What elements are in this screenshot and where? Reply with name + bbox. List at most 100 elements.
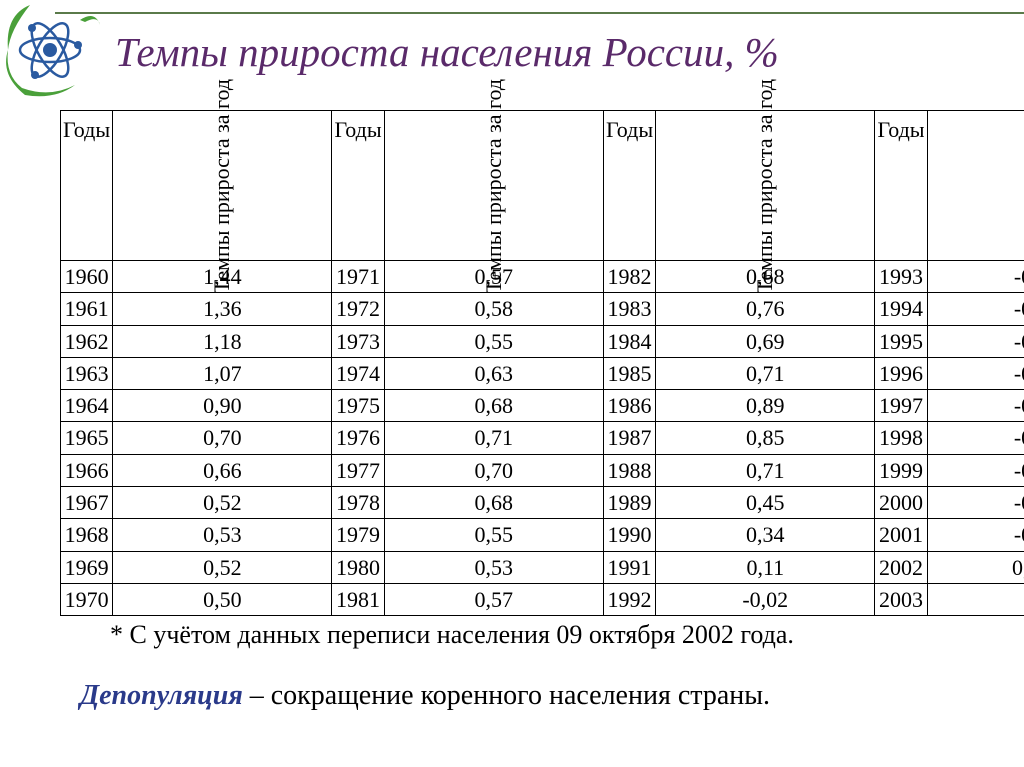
- cell-rate: 0,71: [384, 422, 603, 454]
- cell-rate: 0,70: [384, 454, 603, 486]
- cell-year: 1978: [332, 487, 384, 519]
- cell-year: 1986: [603, 390, 655, 422]
- cell-year: 1987: [603, 422, 655, 454]
- cell-year: 1995: [875, 325, 927, 357]
- cell-rate: 0,45: [656, 487, 875, 519]
- cell-rate: -0,51: [927, 487, 1024, 519]
- table-row: 19611,3619720,5819830,761994-0,04: [61, 293, 1024, 325]
- table-row: 19640,9019750,6819860,891997-0,27: [61, 390, 1024, 422]
- cell-year: 1961: [61, 293, 113, 325]
- cell-rate: 0,34: [656, 519, 875, 551]
- cell-year: 1996: [875, 357, 927, 389]
- cell-rate: -0,02: [656, 583, 875, 615]
- cell-year: 1980: [332, 551, 384, 583]
- header-rule: [55, 12, 1024, 14]
- cell-year: 1975: [332, 390, 384, 422]
- data-table-container: Годы Темпы прироста за год Годы Темпы пр…: [60, 110, 974, 616]
- cell-year: 1981: [332, 583, 384, 615]
- cell-year: 1982: [603, 261, 655, 293]
- cell-year: 1974: [332, 357, 384, 389]
- cell-year: 1985: [603, 357, 655, 389]
- definition-term: Депопуляция: [80, 680, 243, 711]
- cell-year: 1993: [875, 261, 927, 293]
- cell-year: 1983: [603, 293, 655, 325]
- col-header-year: Годы: [603, 111, 655, 261]
- growth-rate-table: Годы Темпы прироста за год Годы Темпы пр…: [60, 110, 1024, 616]
- table-row: 19670,5219780,6819890,452000-0,51: [61, 487, 1024, 519]
- cell-year: 2000: [875, 487, 927, 519]
- cell-rate: 0,71: [656, 454, 875, 486]
- table-row: 19621,1819730,5519840,691995-0,22: [61, 325, 1024, 357]
- cell-year: 1976: [332, 422, 384, 454]
- col-header-year: Годы: [875, 111, 927, 261]
- cell-rate: 0,11: [656, 551, 875, 583]
- cell-rate: 0,50: [113, 583, 332, 615]
- cell-rate: -0,21: [927, 261, 1024, 293]
- table-row: 19690,5219800,5319910,1120020,60*: [61, 551, 1024, 583]
- cell-rate: 0,55: [384, 519, 603, 551]
- cell-rate: 0,55: [384, 325, 603, 357]
- definition-dash: –: [243, 680, 271, 711]
- cell-rate: -0,04: [927, 293, 1024, 325]
- table-row: 19700,5019810,571992-0,022003-: [61, 583, 1024, 615]
- cell-rate: 0,90: [113, 390, 332, 422]
- cell-rate: 0,58: [384, 293, 603, 325]
- cell-rate: -: [927, 583, 1024, 615]
- definition-text: сокращение коренного населения страны.: [271, 680, 770, 711]
- cell-rate: 0,53: [113, 519, 332, 551]
- cell-year: 1970: [61, 583, 113, 615]
- cell-year: 1963: [61, 357, 113, 389]
- cell-rate: 0,53: [384, 551, 603, 583]
- cell-rate: -0,32: [927, 357, 1024, 389]
- cell-rate: -0,28: [927, 422, 1024, 454]
- cell-year: 1972: [332, 293, 384, 325]
- table-row: 19660,6619770,7019880,711999-0,53: [61, 454, 1024, 486]
- cell-year: 1994: [875, 293, 927, 325]
- cell-year: 1979: [332, 519, 384, 551]
- cell-year: 1991: [603, 551, 655, 583]
- col-header-year: Годы: [61, 111, 113, 261]
- page-title: Темпы прироста населения России, %: [115, 28, 1024, 76]
- cell-year: 1969: [61, 551, 113, 583]
- cell-rate: 0,57: [384, 583, 603, 615]
- cell-year: 1997: [875, 390, 927, 422]
- cell-rate: -0,53: [927, 454, 1024, 486]
- cell-year: 1971: [332, 261, 384, 293]
- cell-rate: 0,71: [656, 357, 875, 389]
- cell-year: 1966: [61, 454, 113, 486]
- cell-year: 1967: [61, 487, 113, 519]
- cell-year: 1964: [61, 390, 113, 422]
- cell-rate: 0,85: [656, 422, 875, 454]
- cell-rate: -0,60: [927, 519, 1024, 551]
- cell-rate: 0,52: [113, 487, 332, 519]
- cell-rate: 0,89: [656, 390, 875, 422]
- definition-line: Депопуляция – сокращение коренного насел…: [80, 680, 770, 712]
- table-row: 19680,5319790,5519900,342001-0,60: [61, 519, 1024, 551]
- col-header-rate: Темпы прироста за год: [656, 111, 875, 261]
- cell-rate: 1,18: [113, 325, 332, 357]
- cell-year: 1968: [61, 519, 113, 551]
- table-row: 19650,7019760,7119870,851998-0,28: [61, 422, 1024, 454]
- cell-year: 1989: [603, 487, 655, 519]
- cell-rate: 0,66: [113, 454, 332, 486]
- table-header-row: Годы Темпы прироста за год Годы Темпы пр…: [61, 111, 1024, 261]
- cell-year: 1960: [61, 261, 113, 293]
- cell-rate: 0,68: [384, 390, 603, 422]
- cell-year: 1988: [603, 454, 655, 486]
- cell-year: 1998: [875, 422, 927, 454]
- col-header-rate: Темпы прироста за год: [927, 111, 1024, 261]
- cell-rate: 0,70: [113, 422, 332, 454]
- cell-year: 1973: [332, 325, 384, 357]
- cell-year: 1965: [61, 422, 113, 454]
- cell-year: 1984: [603, 325, 655, 357]
- cell-year: 2002: [875, 551, 927, 583]
- logo-icon: [0, 0, 110, 100]
- cell-rate: 0,60*: [927, 551, 1024, 583]
- table-row: 19631,0719740,6319850,711996-0,32: [61, 357, 1024, 389]
- cell-rate: 0,63: [384, 357, 603, 389]
- cell-year: 2001: [875, 519, 927, 551]
- cell-rate: 0,52: [113, 551, 332, 583]
- cell-rate: 1,36: [113, 293, 332, 325]
- cell-rate: 0,69: [656, 325, 875, 357]
- footnote-text: * С учётом данных переписи населения 09 …: [110, 620, 794, 650]
